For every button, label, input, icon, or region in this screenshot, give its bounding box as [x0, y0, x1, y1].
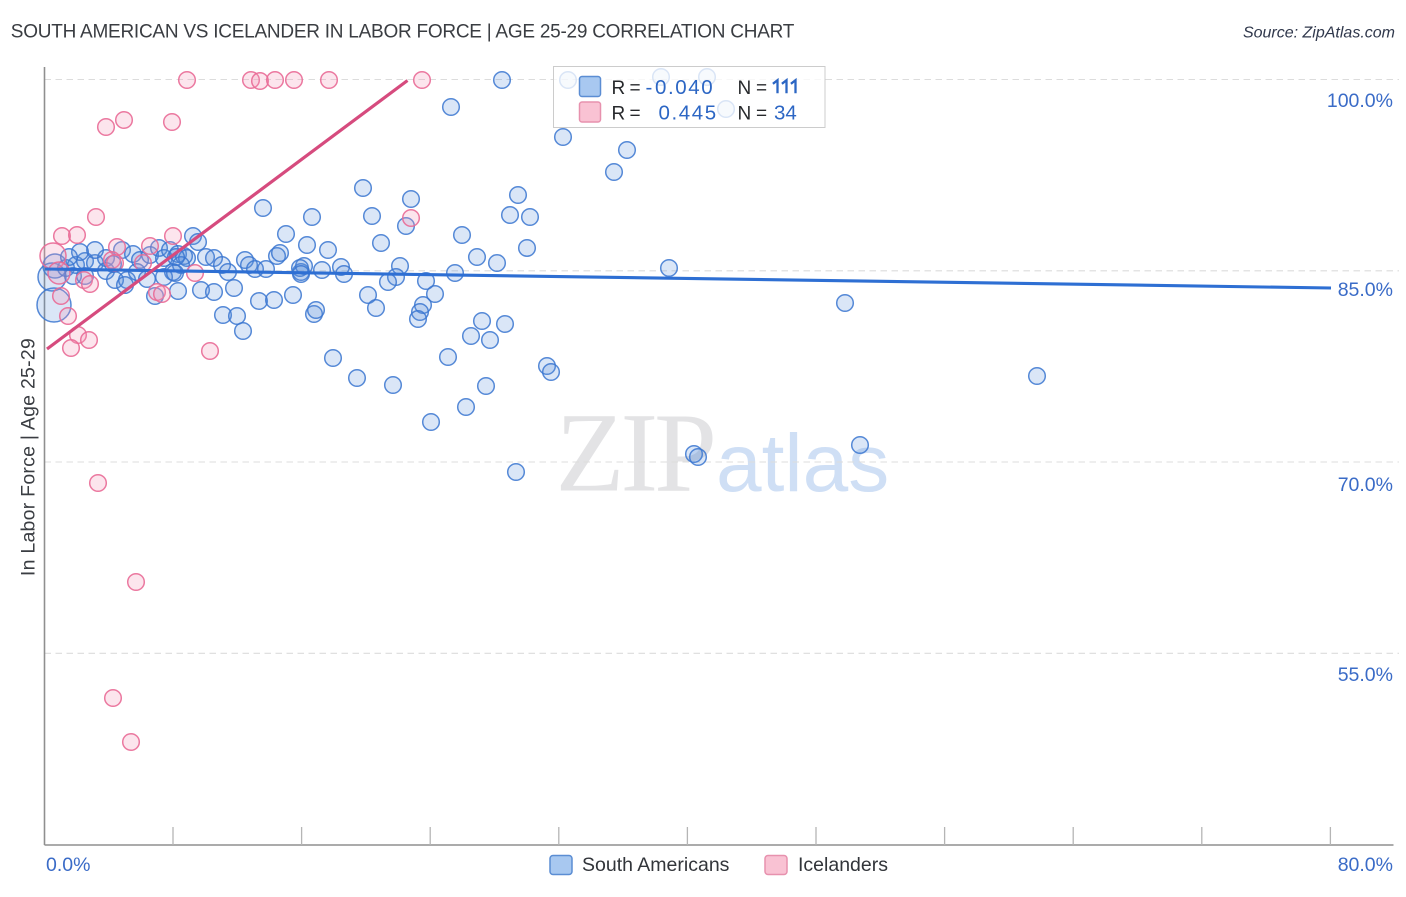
svg-text:In Labor Force | Age 25-29: In Labor Force | Age 25-29 [18, 338, 40, 576]
svg-text:=: = [756, 78, 767, 99]
svg-text:0.040: 0.040 [655, 76, 714, 99]
svg-text:85.0%: 85.0% [1338, 279, 1393, 301]
svg-text:-: - [646, 76, 653, 99]
svg-text:South Americans: South Americans [582, 854, 730, 876]
svg-text:34: 34 [774, 102, 797, 125]
svg-text:=: = [630, 104, 641, 125]
svg-text:N: N [738, 78, 752, 99]
svg-text:100.0%: 100.0% [1327, 90, 1393, 112]
svg-text:70.0%: 70.0% [1338, 474, 1393, 496]
svg-text:0.0%: 0.0% [46, 854, 90, 876]
svg-text:55.0%: 55.0% [1338, 664, 1393, 686]
svg-text:R: R [612, 104, 626, 125]
svg-text:R: R [612, 78, 626, 99]
svg-text:=: = [630, 78, 641, 99]
svg-text:SOUTH AMERICAN VS ICELANDER IN: SOUTH AMERICAN VS ICELANDER IN LABOR FOR… [11, 22, 795, 43]
svg-text:0.445: 0.445 [659, 102, 718, 125]
svg-text:80.0%: 80.0% [1338, 854, 1393, 876]
svg-text:Icelanders: Icelanders [798, 854, 888, 876]
svg-text:atlas: atlas [716, 418, 889, 509]
svg-text:N: N [738, 104, 752, 125]
svg-text:Source: ZipAtlas.com: Source: ZipAtlas.com [1243, 25, 1395, 42]
svg-text:=: = [756, 104, 767, 125]
